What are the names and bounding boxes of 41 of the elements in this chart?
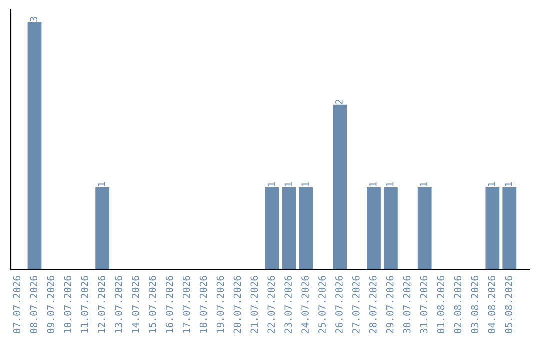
x-tick-label: 20.07.2026 [234, 276, 242, 334]
x-tick-label: 30.07.2026 [403, 276, 411, 334]
x-tick-label: 02.08.2026 [454, 276, 462, 334]
x-tick-label: 08.07.2026 [30, 276, 38, 334]
x-tick-label: 31.07.2026 [420, 276, 428, 334]
data-label: 2 [336, 100, 343, 104]
x-tick-label: 19.07.2026 [216, 276, 224, 333]
data-label: 1 [488, 182, 496, 186]
data-label: 1 [420, 182, 428, 186]
x-tick-label: 17.07.2026 [182, 276, 190, 333]
x-tick-label: 14.07.2026 [132, 276, 140, 333]
x-tick-label: 28.07.2026 [369, 276, 377, 334]
x-tick-label: 21.07.2026 [250, 276, 258, 334]
x-tick-label: 10.07.2026 [64, 276, 72, 333]
x-tick-label: 29.07.2026 [386, 276, 394, 334]
data-label: 3 [30, 17, 38, 22]
x-tick-label: 07.07.2026 [13, 276, 21, 334]
x-tick-label: 15.07.2026 [148, 276, 156, 333]
x-tick-label: 26.07.2026 [336, 276, 343, 334]
x-tick-label: 01.08.2026 [437, 276, 445, 334]
x-tick-label: 12.07.2026 [98, 276, 106, 333]
x-tick-label: 05.08.2026 [505, 276, 512, 334]
data-label: 1 [284, 182, 292, 186]
data-label: 1 [386, 182, 394, 186]
data-label: 1 [370, 182, 377, 186]
x-tick-label: 24.07.2026 [302, 276, 309, 334]
x-tick-label: 25.07.2026 [318, 276, 326, 334]
x-tick-label: 09.07.2026 [47, 276, 55, 334]
x-tick-label: 03.08.2026 [471, 276, 479, 334]
data-label: 1 [268, 182, 275, 186]
data-label: 1 [98, 182, 106, 186]
data-label: 1 [505, 182, 512, 186]
x-tick-label: 04.08.2026 [488, 276, 496, 334]
x-tick-label: 16.07.2026 [166, 276, 174, 333]
data-label: 1 [302, 182, 309, 186]
x-tick-label: 27.07.2026 [352, 276, 360, 334]
x-tick-label: 22.07.2026 [268, 276, 276, 334]
x-tick-label: 18.07.2026 [200, 276, 208, 333]
x-tick-label: 23.07.2026 [284, 276, 292, 334]
x-tick-label: 11.07.2026 [81, 276, 88, 333]
x-tick-label: 13.07.2026 [115, 276, 122, 333]
